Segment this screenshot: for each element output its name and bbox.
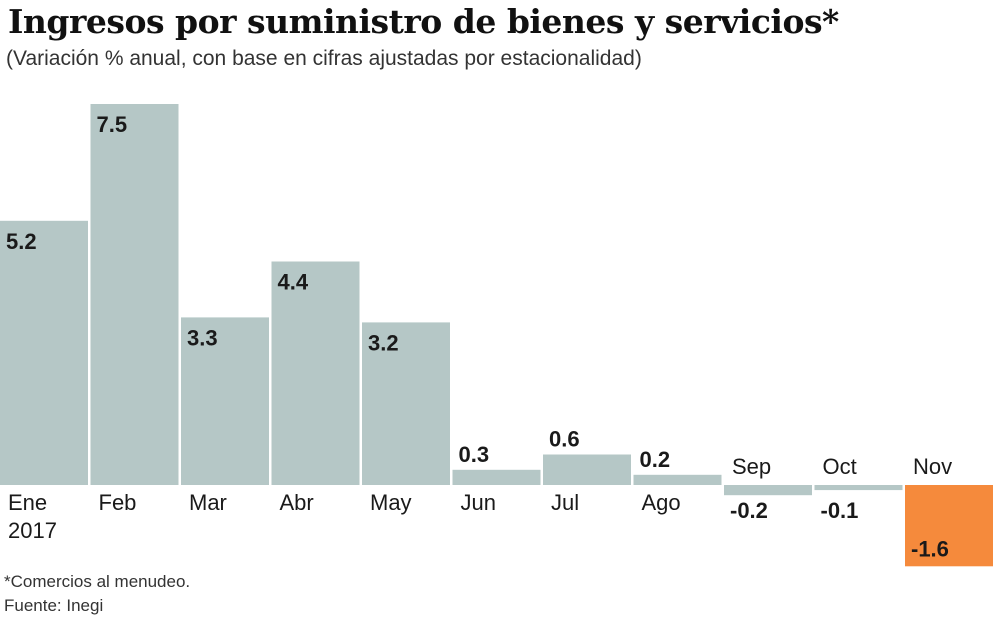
bar-jul [543, 454, 631, 485]
bar-sep [724, 485, 812, 496]
value-label: -0.1 [821, 498, 859, 523]
bar-may [362, 322, 450, 485]
category-label: May [370, 490, 412, 515]
category-label: Mar [189, 490, 227, 515]
value-label: 7.5 [97, 112, 128, 137]
footnote: *Comercios al menudeo. [4, 572, 191, 591]
bar-jun [452, 469, 541, 485]
category-label: Nov [913, 454, 952, 479]
category-label: Jul [551, 490, 579, 515]
category-label: Abr [280, 490, 314, 515]
value-label: 5.2 [6, 229, 37, 254]
category-label: Ago [642, 490, 681, 515]
value-label: 4.4 [278, 270, 309, 295]
value-label: 0.2 [640, 447, 671, 472]
category-label: Ene 2017 [8, 490, 57, 543]
value-label: -1.6 [911, 536, 949, 561]
category-label: Oct [823, 454, 857, 479]
bar-abr [271, 261, 360, 485]
bar-oct [814, 485, 903, 491]
value-label: 0.6 [549, 427, 580, 452]
bar-mar [181, 317, 269, 485]
source-note: Fuente: Inegi [4, 596, 104, 615]
value-label: 3.2 [368, 330, 399, 355]
value-label: -0.2 [730, 498, 768, 523]
value-label: 3.3 [187, 325, 218, 350]
category-label: Feb [99, 490, 137, 515]
category-label: Sep [732, 454, 771, 479]
chart-title: Ingresos por suministro de bienes y serv… [8, 2, 839, 41]
chart-subtitle: (Variación % anual, con base en cifras a… [6, 47, 642, 70]
bar-ene [0, 220, 88, 486]
bar-nov [905, 485, 993, 567]
bar-ago [633, 474, 722, 485]
bar-feb [90, 104, 179, 485]
value-label: 0.3 [459, 442, 490, 467]
category-label: Jun [461, 490, 496, 515]
